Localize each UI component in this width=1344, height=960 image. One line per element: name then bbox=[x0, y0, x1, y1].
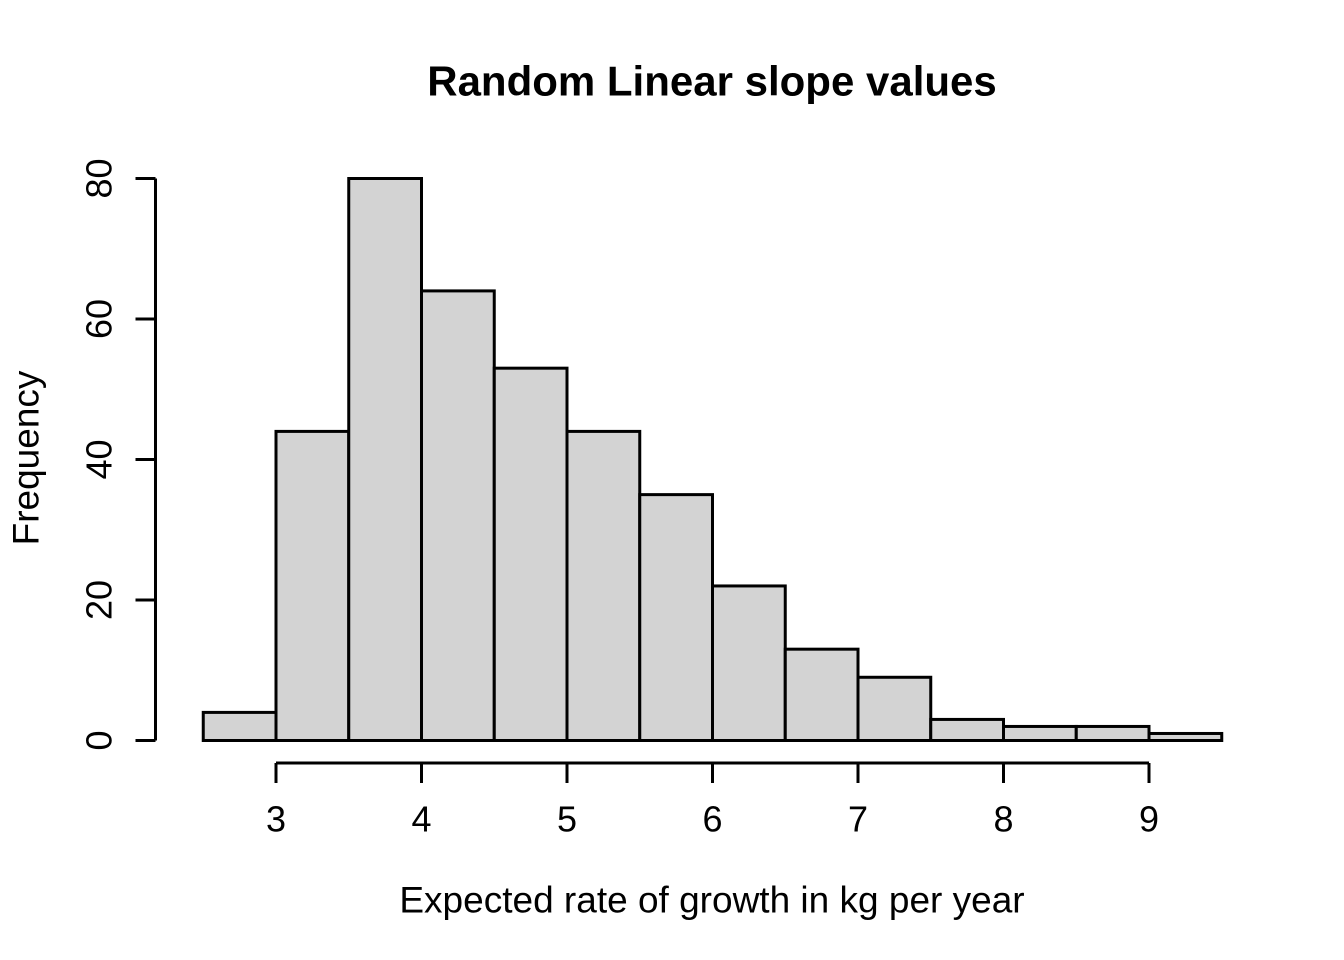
histogram-bar bbox=[1147, 731, 1224, 742]
y-tick-label: 0 bbox=[79, 730, 120, 750]
histogram-bar bbox=[1074, 724, 1151, 743]
histogram-bar bbox=[929, 717, 1005, 742]
y-tick-label: 60 bbox=[79, 299, 120, 339]
histogram-bar bbox=[638, 493, 714, 742]
histogram-bar bbox=[201, 710, 278, 743]
x-axis-label: Expected rate of growth in kg per year bbox=[399, 880, 1024, 921]
y-tick-label: 80 bbox=[79, 158, 120, 198]
x-tick-label: 4 bbox=[411, 799, 431, 840]
x-tick-label: 8 bbox=[993, 799, 1013, 840]
histogram-bar bbox=[565, 429, 642, 742]
x-tick-label: 9 bbox=[1139, 799, 1159, 840]
y-tick-label: 40 bbox=[79, 439, 120, 479]
histogram-bar bbox=[856, 675, 933, 743]
histogram-bar bbox=[420, 289, 496, 742]
histogram-bars bbox=[201, 177, 1224, 743]
x-tick-label: 6 bbox=[702, 799, 722, 840]
histogram-bar bbox=[347, 177, 423, 742]
histogram-bar bbox=[1002, 724, 1078, 743]
x-tick-label: 3 bbox=[266, 799, 286, 840]
histogram-bar bbox=[783, 647, 860, 742]
y-tick-label: 20 bbox=[79, 580, 120, 620]
chart-title: Random Linear slope values bbox=[427, 58, 997, 105]
histogram-bar bbox=[492, 366, 569, 742]
x-tick-label: 7 bbox=[848, 799, 868, 840]
x-tick-label: 5 bbox=[557, 799, 577, 840]
y-axis-label: Frequency bbox=[6, 370, 47, 545]
histogram-bar bbox=[274, 429, 351, 742]
histogram-bar bbox=[711, 584, 787, 743]
x-axis: 3 4 5 6 7 8 9 bbox=[266, 761, 1159, 840]
y-axis: 0 20 40 60 80 bbox=[79, 158, 157, 751]
